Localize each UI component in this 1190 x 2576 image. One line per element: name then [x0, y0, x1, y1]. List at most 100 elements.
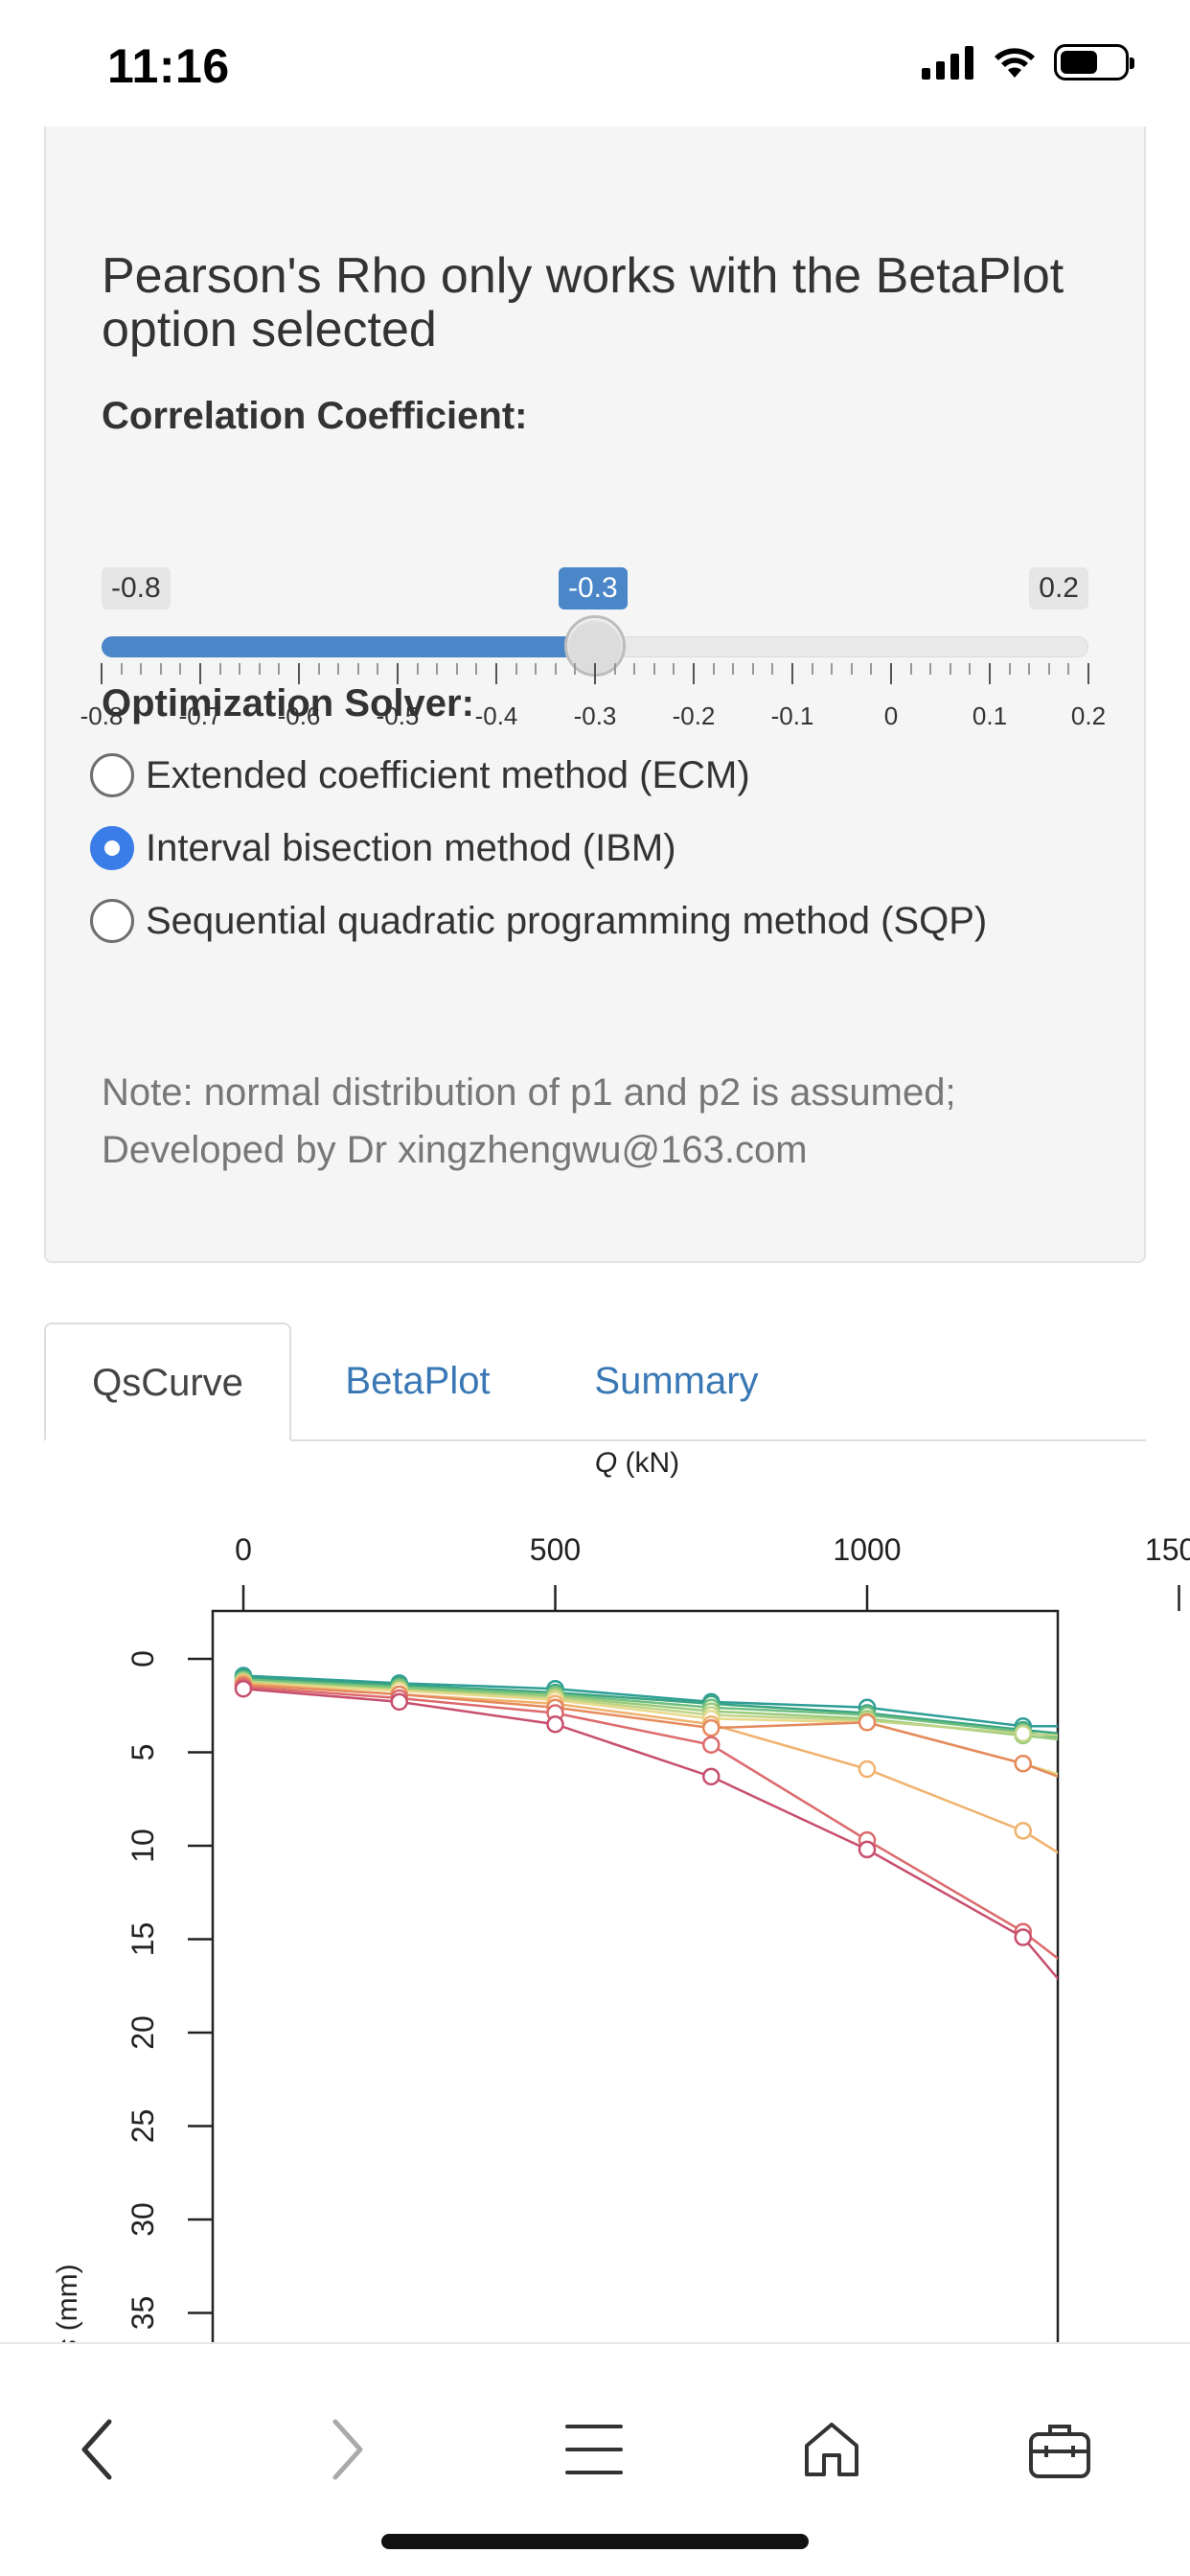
menu-button[interactable] [546, 2402, 642, 2497]
slider-tick [751, 663, 754, 675]
forward-button[interactable] [297, 2402, 393, 2497]
back-button[interactable] [52, 2402, 148, 2497]
slider-tick [554, 663, 557, 675]
slider-tick-label: -0.6 [277, 702, 321, 730]
data-point [234, 1679, 253, 1698]
y-tick-label: 0 [126, 1650, 160, 1668]
series-line [242, 1678, 1058, 1739]
slider-tick [1067, 663, 1070, 675]
y-tick-label: 15 [126, 1922, 160, 1957]
slider-tick [495, 663, 497, 684]
slider-tick [633, 663, 636, 675]
slider-tick [317, 663, 320, 675]
tab-bar: QsCurve BetaPlot Summary [44, 1322, 1146, 1441]
data-point [1172, 1718, 1187, 1734]
slider-tick [515, 663, 517, 675]
slider-tick [101, 663, 103, 684]
slider-tick [258, 663, 261, 675]
home-button[interactable] [784, 2402, 880, 2497]
tab-qscurve[interactable]: QsCurve [44, 1322, 291, 1441]
slider-tick [969, 663, 972, 675]
slider-tick [337, 663, 340, 675]
slider-tick [594, 663, 596, 684]
data-point [1014, 1822, 1032, 1840]
tab-betaplot[interactable]: BetaPlot [345, 1360, 491, 1402]
slider-tick [475, 663, 478, 675]
battery-icon [1054, 44, 1134, 80]
y-tick-label: 30 [126, 2202, 160, 2237]
y-tick-label: 10 [126, 1828, 160, 1863]
correlation-slider[interactable]: -0.8 -0.3 0.2 -0.8 -0.7 -0.6 -0.5 -0.4 -0.3 -0… [80, 450, 1106, 738]
slider-tick [535, 663, 538, 675]
y-tick-label: 20 [126, 2015, 160, 2050]
slider-tick [278, 663, 281, 675]
sidebar-panel: https://doi.org/10.1061/... Pearson's Rh… [44, 105, 1146, 1263]
browser-bottom-bar [0, 2342, 1190, 2576]
slider-tick-label: -0.3 [573, 702, 617, 730]
radio-label[interactable]: Interval bisection method (IBM) [146, 826, 676, 869]
radio-button[interactable] [90, 826, 134, 870]
radio-ecm[interactable]: Extended coefficient method (ECM) [90, 753, 750, 797]
slider-tick [1028, 663, 1031, 675]
tools-button[interactable] [1012, 2402, 1108, 2497]
slider-tick [356, 663, 359, 675]
data-point [390, 1692, 408, 1712]
chevron-right-icon [332, 2419, 363, 2480]
wifi-icon [995, 48, 1035, 78]
radio-button[interactable] [90, 899, 134, 943]
data-point [1172, 2115, 1187, 2130]
radio-ibm[interactable]: Interval bisection method (IBM) [90, 826, 676, 870]
slider-tick-label: 0 [883, 702, 899, 730]
y-axis-title: s (mm) [52, 2264, 83, 2342]
slider-ticks [101, 663, 1089, 702]
slider-tick [397, 663, 399, 684]
radio-label[interactable]: Sequential quadratic programming method … [146, 899, 988, 942]
hamburger-menu-icon [565, 2425, 623, 2474]
status-time: 11:16 [107, 39, 230, 93]
chevron-left-icon [81, 2419, 112, 2480]
radio-button[interactable] [90, 753, 134, 797]
data-point [1172, 2044, 1187, 2059]
radio-sqp[interactable]: Sequential quadratic programming method … [90, 899, 987, 943]
data-point [702, 1767, 721, 1786]
slider-value-chip: -0.3 [559, 567, 628, 610]
series-line [242, 1684, 1058, 1778]
data-point [1172, 1750, 1187, 1765]
series-group [234, 1667, 1187, 2130]
slider-tick [693, 663, 695, 684]
plot-frame [211, 1609, 1060, 2342]
slider-min-chip: -0.8 [102, 567, 171, 610]
slider-tick [613, 663, 616, 675]
slider-tick [455, 663, 458, 675]
data-point [1172, 1814, 1187, 1829]
data-point [1014, 1928, 1032, 1946]
slider-tick [712, 663, 715, 675]
note-line-2: Developed by Dr xingzhengwu@163.com [102, 1129, 808, 1171]
status-icons [922, 44, 1134, 80]
y-axis-ticks: 0 5 10 15 20 25 30 35 [126, 1650, 213, 2330]
slider-tick [771, 663, 774, 675]
data-point [1014, 1754, 1032, 1773]
data-point [858, 1714, 877, 1732]
data-point [702, 1736, 721, 1754]
tab-summary[interactable]: Summary [594, 1360, 759, 1402]
radio-label[interactable]: Extended coefficient method (ECM) [146, 753, 750, 796]
home-indicator [381, 2534, 809, 2549]
slider-tick [989, 663, 991, 684]
slider-tick [652, 663, 655, 675]
slider-tick [850, 663, 853, 675]
slider-tick [732, 663, 735, 675]
slider-tick [436, 663, 439, 675]
note-line-1: Note: normal distribution of p1 and p2 i… [102, 1071, 956, 1114]
slider-tick [673, 663, 675, 675]
correlation-label: Correlation Coefficient: [102, 395, 528, 437]
slider-tick [416, 663, 419, 675]
rho-note-heading: Pearson's Rho only works with the BetaPl… [102, 248, 1064, 357]
slider-tick [1047, 663, 1050, 675]
y-tick-label: 35 [126, 2296, 160, 2331]
slider-tick [909, 663, 912, 675]
status-bar: 11:16 [0, 0, 1190, 126]
slider-tick-label: -0.2 [672, 702, 716, 730]
y-tick-label: 5 [126, 1744, 160, 1761]
slider-tick-label: 0.1 [972, 702, 1008, 730]
